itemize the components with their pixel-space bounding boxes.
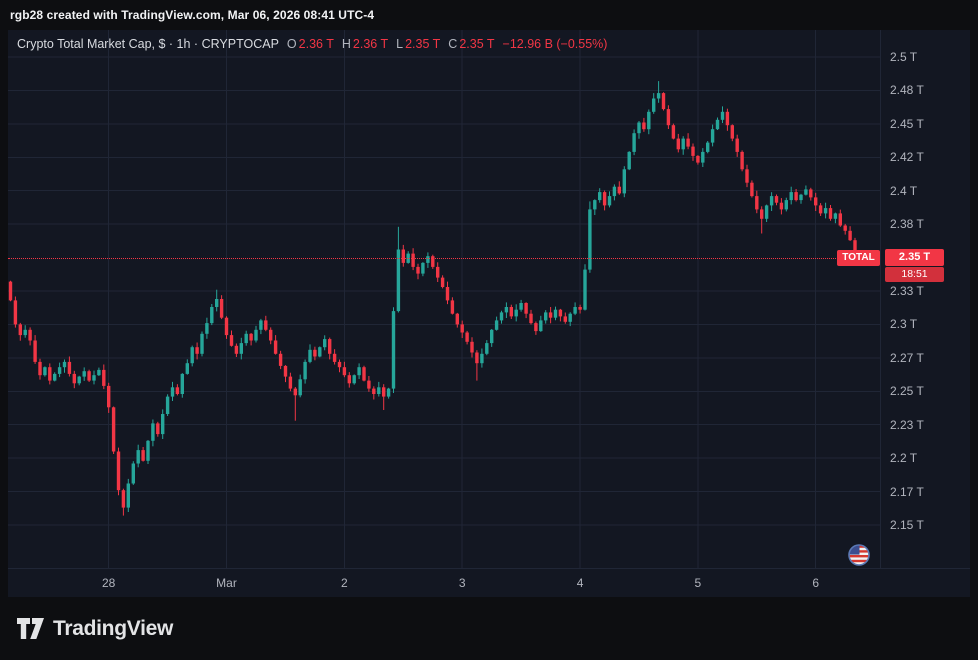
- attribution-text: rgb28 created with TradingView.com, Mar …: [10, 8, 375, 22]
- change-value: −12.96 B (−0.55%): [502, 37, 608, 51]
- current-price-badge: 2.35 T: [885, 248, 944, 266]
- time-axis-label: Mar: [216, 576, 237, 590]
- price-axis-label: 2.38 T: [890, 217, 924, 232]
- ohlc-close: C 2.35 T: [448, 37, 495, 51]
- price-axis-label: 2.5 T: [890, 50, 918, 64]
- time-axis-label: 3: [458, 576, 466, 590]
- footer-bar: TradingView: [0, 597, 978, 660]
- tradingview-logo-icon: [17, 618, 44, 639]
- ohlc-low: L 2.35 T: [396, 37, 441, 51]
- time-axis[interactable]: 28 Mar 2 3 4 5 6: [8, 568, 970, 598]
- chart-legend: Crypto Total Market Cap, $ · 1h · CRYPTO…: [17, 37, 607, 51]
- current-price-line: [8, 257, 880, 259]
- price-axis-label: 2.4 T: [890, 183, 918, 198]
- symbol-title[interactable]: Crypto Total Market Cap, $ · 1h · CRYPTO…: [17, 37, 279, 51]
- price-axis-label: 2.17 T: [890, 484, 924, 499]
- price-axis-label: 2.3 T: [890, 317, 918, 332]
- ohlc-open: O 2.36 T: [286, 37, 334, 51]
- price-axis-label: 2.33 T: [890, 284, 924, 298]
- chart-pane[interactable]: Crypto Total Market Cap, $ · 1h · CRYPTO…: [8, 30, 970, 597]
- ohlc-high: H 2.36 T: [341, 37, 389, 51]
- time-axis-label: 5: [694, 576, 702, 590]
- price-axis-label: 2.42 T: [890, 150, 924, 165]
- price-axis-label: 2.23 T: [890, 417, 924, 432]
- us-flag-marker-icon[interactable]: [847, 543, 871, 567]
- price-line-tag: TOTAL: [837, 249, 880, 266]
- time-axis-label: 4: [576, 576, 584, 590]
- price-axis-label: 2.2 T: [890, 451, 918, 466]
- price-axis-label: 2.48 T: [890, 83, 924, 98]
- price-axis-label: 2.25 T: [890, 384, 924, 399]
- candle-countdown: 18:51: [885, 266, 944, 282]
- price-axis-label: 2.15 T: [890, 518, 924, 532]
- time-axis-label: 6: [812, 576, 820, 590]
- attribution-bar: rgb28 created with TradingView.com, Mar …: [0, 0, 978, 30]
- price-axis-label: 2.45 T: [890, 116, 924, 131]
- price-axis-label: 2.27 T: [890, 350, 924, 365]
- tradingview-logo[interactable]: TradingView: [17, 617, 173, 641]
- time-axis-label: 2: [341, 576, 348, 590]
- candlestick-plot[interactable]: [8, 30, 880, 568]
- time-axis-label: 28: [102, 576, 116, 590]
- price-axis[interactable]: 2.5 T 2.48 T 2.45 T 2.42 T 2.4 T 2.38 T 2.33 T…: [880, 30, 970, 568]
- tradingview-logo-text: TradingView: [53, 616, 174, 640]
